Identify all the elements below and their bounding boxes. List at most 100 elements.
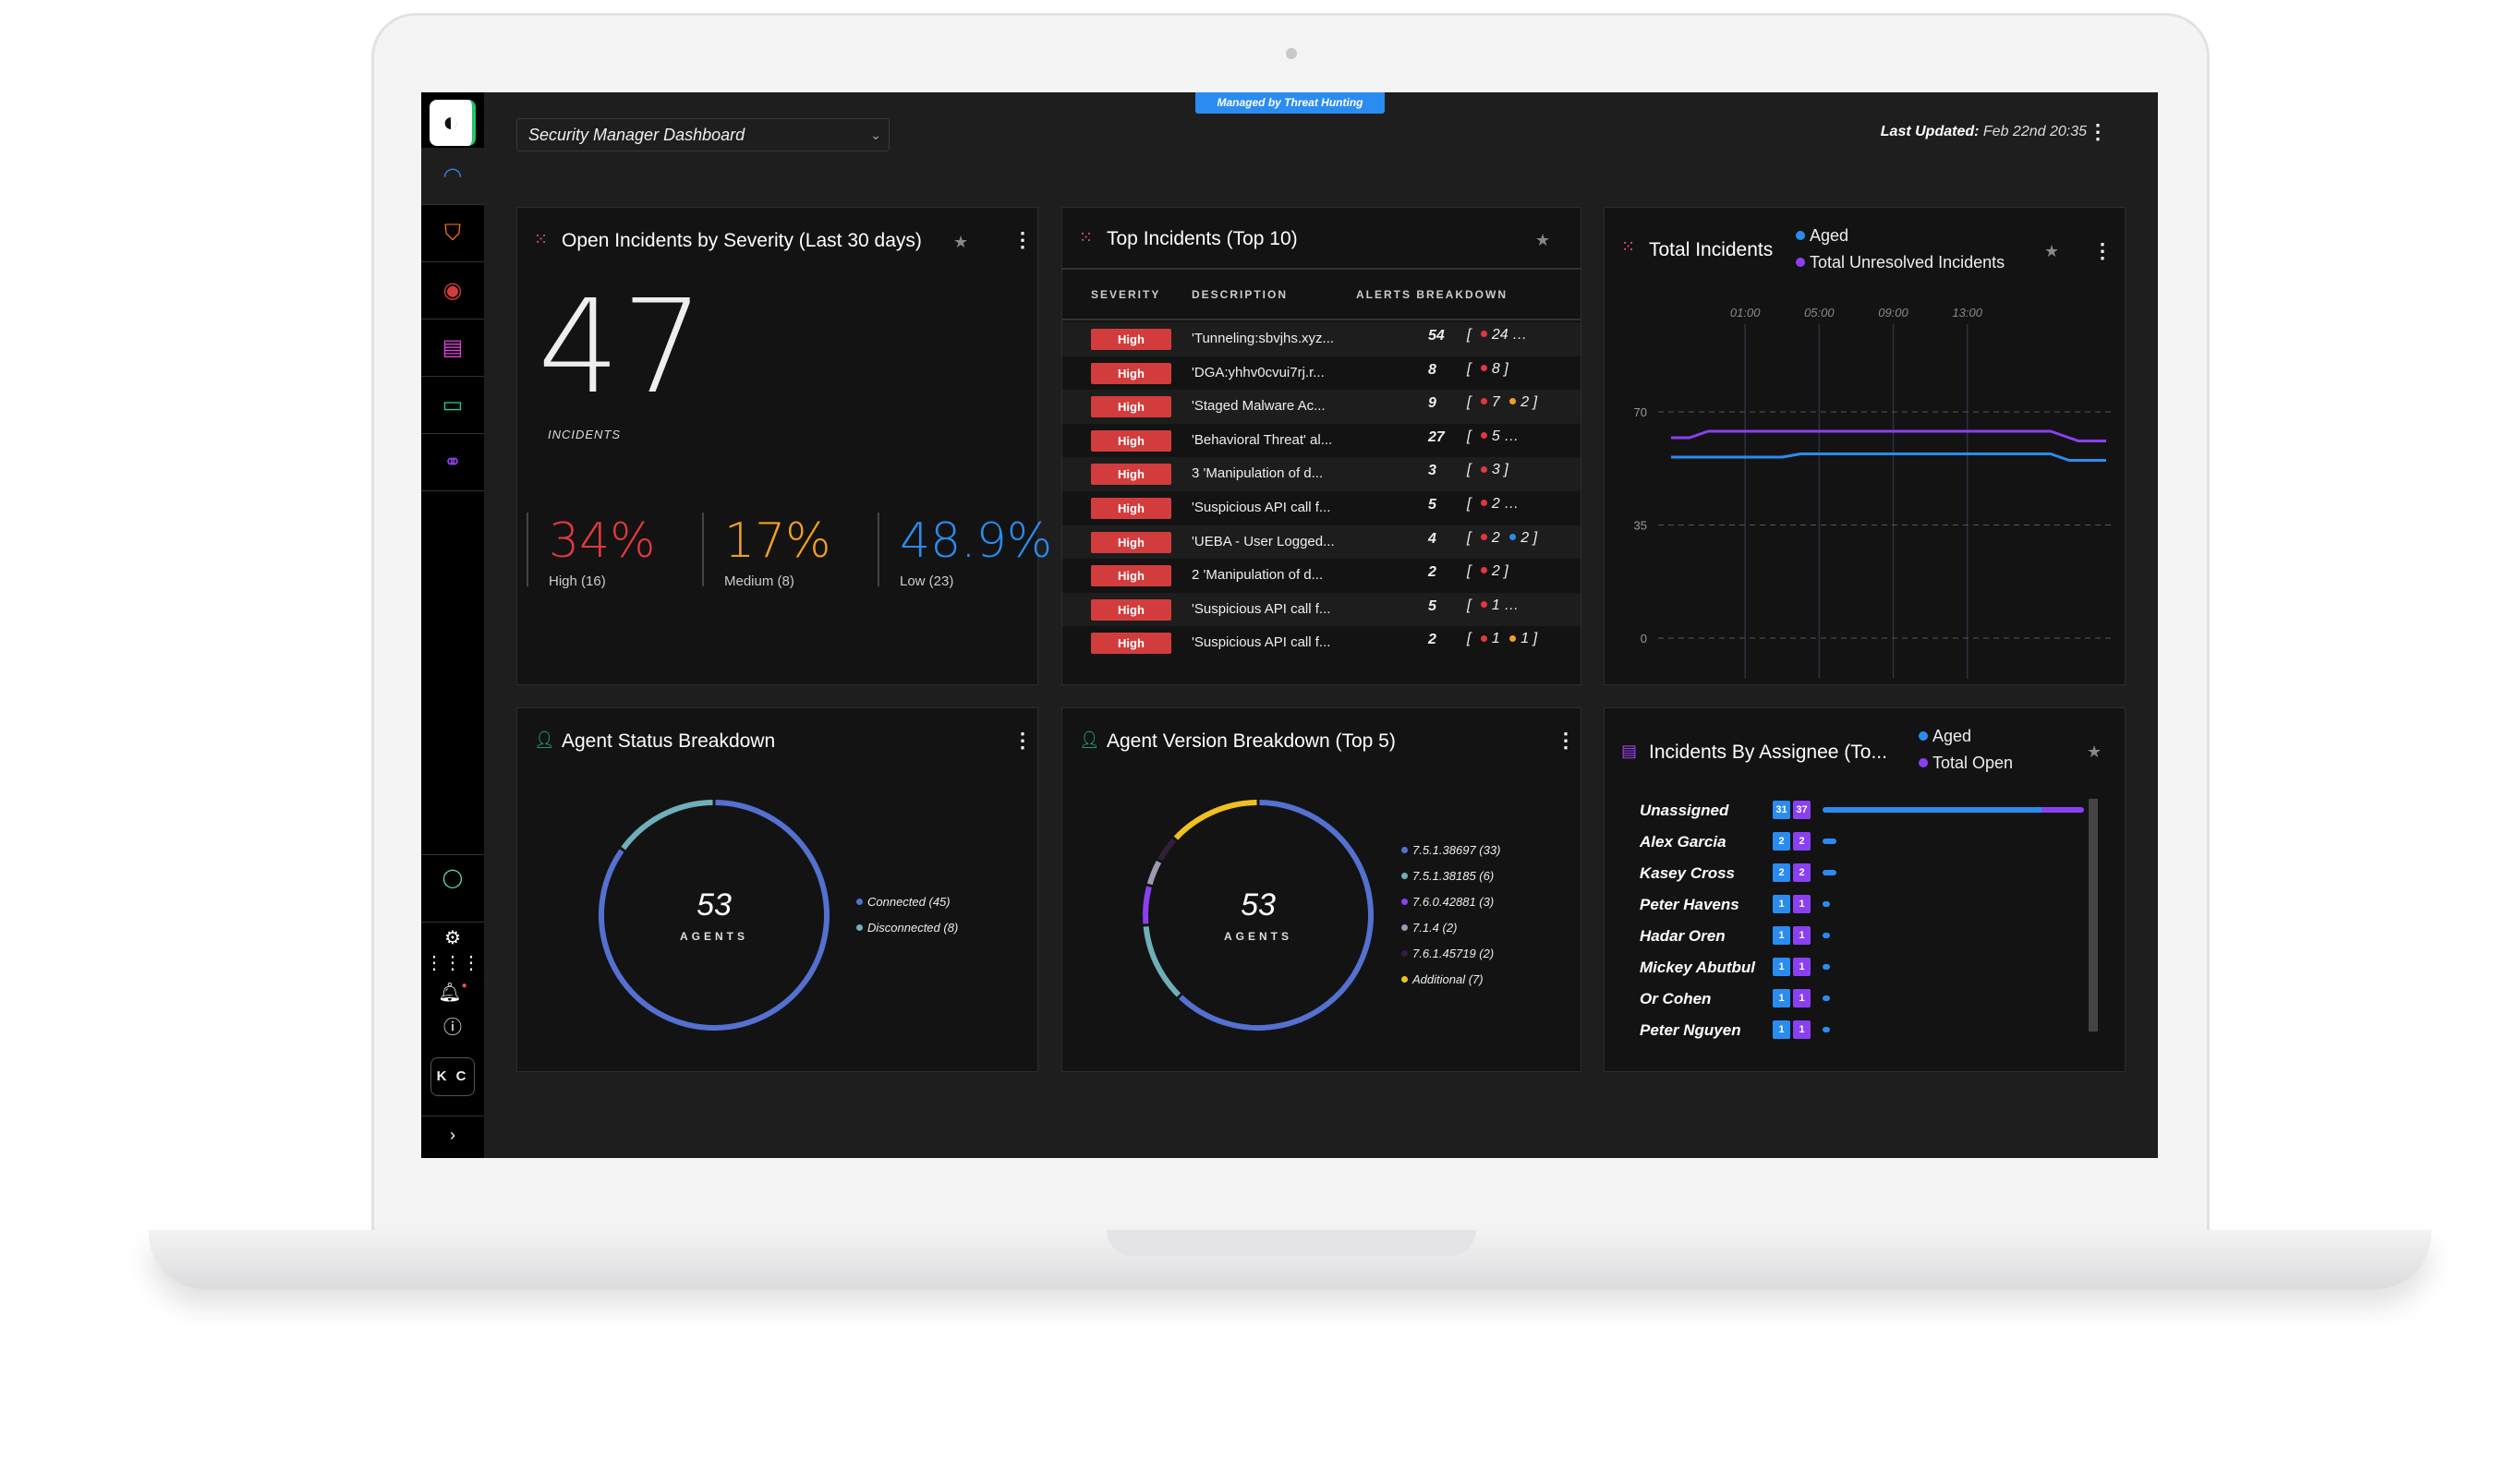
column-severity[interactable]: SEVERITY	[1091, 288, 1161, 301]
nav-endpoints[interactable]: ▭	[421, 377, 484, 434]
gear-icon[interactable]: ⚙	[421, 922, 484, 949]
severity-badge: High	[1091, 362, 1171, 384]
nav-threat-intel[interactable]: ◉	[421, 262, 484, 320]
severity-percent: 34%	[549, 513, 656, 569]
dashboard-select[interactable]: Security Manager Dashboard ⌄	[516, 118, 890, 151]
more-options-icon[interactable]: ⋮	[2088, 120, 2108, 143]
agents-total-label: AGENTS	[679, 930, 748, 943]
apps-grid-icon[interactable]: ⋮⋮⋮	[425, 953, 480, 973]
donut-slice[interactable]	[1143, 925, 1181, 997]
x-tick-label: 01:00	[1730, 306, 1761, 320]
table-row[interactable]: High 'Staged Malware Ac... 9 [ 7 2 ]	[1062, 390, 1581, 424]
column-alerts-breakdown[interactable]: ALERTS BREAKDOWN	[1356, 288, 1508, 301]
assignee-row[interactable]: Alex Garcia 2 2	[1605, 828, 2085, 860]
clipboard-icon: ▤	[1621, 742, 1638, 760]
incident-description[interactable]: 2 'Manipulation of d...	[1192, 567, 1324, 584]
status-ring-icon[interactable]: ◯	[421, 854, 484, 889]
assignee-bar	[1823, 901, 1830, 907]
help-icon[interactable]: ⓘ	[443, 1018, 462, 1038]
donut-slice[interactable]	[621, 800, 713, 851]
legend-label: Aged	[1810, 226, 1849, 245]
table-row[interactable]: High 'Behavioral Threat' al... 27 [ 5 …	[1062, 424, 1581, 458]
donut-slice[interactable]	[599, 800, 830, 1031]
alert-dot-red	[1480, 432, 1487, 440]
legend-label: 7.6.1.45719 (2)	[1412, 947, 1495, 960]
severity-low: 48.9% Low (23)	[878, 513, 1053, 589]
assignee-name: Peter Nguyen	[1640, 1021, 1741, 1039]
alert-dot-orange	[1509, 634, 1517, 642]
open-count-badge: 1	[1793, 989, 1811, 1007]
star-icon[interactable]: ★	[2087, 742, 2102, 761]
assignee-row[interactable]: Kasey Cross 2 2	[1605, 860, 2085, 891]
assignee-row[interactable]: Peter Nguyen 1 1	[1605, 1017, 2085, 1048]
star-icon[interactable]: ★	[1535, 231, 1551, 249]
incident-description[interactable]: 'Tunneling:sbvjhs.xyz...	[1192, 331, 1335, 346]
widget-title: Agent Version Breakdown (Top 5)	[1107, 730, 1396, 752]
user-avatar[interactable]: K C	[430, 1057, 475, 1096]
incident-description[interactable]: 'Staged Malware Ac...	[1192, 398, 1326, 415]
last-updated-value: Feb 22nd 20:35	[1982, 124, 2087, 139]
incident-description[interactable]: 3 'Manipulation of d...	[1192, 465, 1324, 482]
table-row[interactable]: High 'Tunneling:sbvjhs.xyz... 54 [ 24 …	[1062, 322, 1581, 356]
severity-badge: High	[1091, 598, 1171, 621]
incident-description[interactable]: 'Suspicious API call f...	[1192, 634, 1331, 651]
assignee-row[interactable]: Evgeny Belov11	[1605, 1048, 2085, 1050]
star-icon[interactable]: ★	[953, 233, 969, 251]
assignee-row[interactable]: Mickey Abutbul 1 1	[1605, 954, 2085, 985]
open-count-badge: 1	[1793, 926, 1811, 945]
star-icon[interactable]: ★	[2044, 242, 2060, 260]
widget-menu-icon[interactable]: ⋮	[1012, 729, 1033, 752]
assignee-list: Unassigned 31 37 Alex Garcia 2 2 Kasey Cross 2 2…	[1605, 797, 2094, 1050]
widget-menu-icon[interactable]: ⋮	[2092, 239, 2113, 262]
assignee-bar	[1823, 964, 1830, 970]
assignee-row[interactable]: Hadar Oren 1 1	[1605, 923, 2085, 954]
widget-menu-icon[interactable]: ⋮	[1556, 729, 1576, 752]
y-tick-label: 70	[1634, 405, 1647, 419]
table-row[interactable]: High 'Suspicious API call f... 5 [ 1 …	[1062, 592, 1581, 627]
nav-dashboard[interactable]: ◠	[421, 148, 484, 205]
app-logo[interactable]: ◐	[430, 100, 476, 146]
aged-count-badge: 1	[1773, 989, 1790, 1007]
legend-item: 7.5.1.38697 (33)	[1401, 843, 1500, 857]
nav-reports[interactable]: ▤	[421, 320, 484, 377]
open-count-badge: 1	[1793, 895, 1811, 913]
donut-slice[interactable]	[1157, 838, 1177, 862]
legend-item: Connected (45)	[856, 895, 951, 909]
legend-dot	[1401, 976, 1408, 983]
incident-description[interactable]: 'UEBA - User Logged...	[1192, 533, 1335, 549]
donut-slice[interactable]	[1146, 860, 1162, 886]
x-tick-label: 09:00	[1878, 306, 1908, 320]
nav-incidents[interactable]: ⛉	[421, 205, 484, 262]
donut-chart	[1143, 800, 1374, 1031]
expand-sidebar-chevron-icon[interactable]: ›	[421, 1116, 484, 1145]
assignee-row[interactable]: Unassigned 31 37	[1605, 797, 2085, 828]
alert-count: 9	[1428, 395, 1436, 412]
open-count-badge: 2	[1793, 863, 1811, 882]
assignee-row[interactable]: Peter Havens 1 1	[1605, 891, 2085, 923]
laptop-notch	[1107, 1230, 1476, 1256]
table-row[interactable]: High 2 'Manipulation of d... 2[ 2 ]	[1062, 559, 1581, 593]
table-row[interactable]: High 3 'Manipulation of d... 3[ 3 ]	[1062, 457, 1581, 491]
table-row[interactable]: High 'Suspicious API call f... 5 [ 2 …	[1062, 491, 1581, 525]
widget-total-incidents: ⁙ Total Incidents Aged Total Unresolved …	[1604, 207, 2126, 685]
incident-description[interactable]: 'Suspicious API call f...	[1192, 500, 1331, 515]
table-row[interactable]: High 'UEBA - User Logged... 4 [ 2 2 ]	[1062, 525, 1581, 560]
notification-bell-icon[interactable]: 🔔︎●	[438, 981, 467, 1003]
legend-label: Total Unresolved Incidents	[1810, 253, 2005, 271]
incident-description[interactable]: 'DGA:yhhv0cvui7rj.r...	[1192, 364, 1325, 380]
incident-description[interactable]: 'Suspicious API call f...	[1192, 600, 1331, 617]
table-row[interactable]: High 'Suspicious API call f... 2 [ 1 1 ]	[1062, 626, 1581, 660]
widget-menu-icon[interactable]: ⋮	[1012, 228, 1033, 251]
assignee-row[interactable]: Or Cohen 1 1	[1605, 985, 2085, 1017]
donut-slice[interactable]	[1179, 800, 1374, 1031]
incident-description[interactable]: 'Behavioral Threat' al...	[1192, 431, 1333, 448]
scrollbar[interactable]	[2089, 799, 2098, 1032]
donut-slice[interactable]	[1173, 800, 1257, 840]
table-row[interactable]: High 'DGA:yhhv0cvui7rj.r... 8[ 8 ]	[1062, 356, 1581, 391]
donut-slice[interactable]	[1143, 886, 1152, 924]
severity-percent: 48.9%	[900, 513, 1053, 569]
column-description[interactable]: DESCRIPTION	[1192, 288, 1289, 301]
legend-item: Additional (7)	[1401, 972, 1484, 986]
alert-value: 2	[1491, 563, 1500, 580]
nav-network[interactable]: ⚭	[421, 434, 484, 491]
